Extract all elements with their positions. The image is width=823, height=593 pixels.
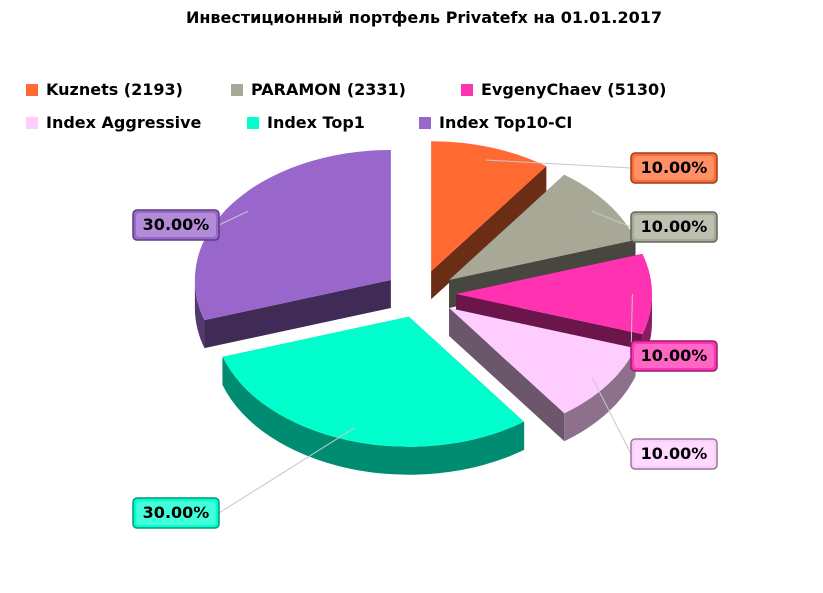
chart-title: Инвестиционный портфель Privatefx на 01.…: [186, 8, 662, 27]
data-label-paramon-2331: 10.00%: [591, 210, 718, 243]
data-label-index-top1: 30.00%: [132, 427, 355, 529]
svg-text:10.00%: 10.00%: [641, 158, 708, 177]
slice-index-aggressive: [449, 308, 636, 442]
data-label-index-aggressive: 10.00%: [591, 376, 718, 470]
legend-swatch-kuznets-2193: [26, 84, 38, 96]
legend-label-index-top10-ci: Index Top10-CI: [439, 113, 572, 132]
data-label-kuznets-2193: 10.00%: [485, 152, 718, 184]
legend-label-evgenychaev-5130: EvgenyChaev (5130): [481, 80, 666, 99]
legend-swatch-paramon-2331: [231, 84, 243, 96]
legend-label-index-top1: Index Top1: [267, 113, 365, 132]
legend-label-paramon-2331: PARAMON (2331): [251, 80, 406, 99]
slice-kuznets-2193: [431, 141, 547, 300]
svg-text:10.00%: 10.00%: [641, 444, 708, 463]
legend-label-index-aggressive: Index Aggressive: [46, 113, 202, 132]
legend: Kuznets (2193) PARAMON (2331) EvgenyChaev …: [26, 80, 666, 132]
legend-swatch-index-top1: [247, 117, 259, 129]
legend-swatch-index-aggressive: [26, 117, 38, 129]
legend-swatch-evgenychaev-5130: [461, 84, 473, 96]
svg-text:30.00%: 30.00%: [143, 215, 210, 234]
legend-label-kuznets-2193: Kuznets (2193): [46, 80, 183, 99]
pie-slices: [194, 141, 652, 475]
legend-swatch-index-top10-ci: [419, 117, 431, 129]
slice-index-top1: [222, 316, 525, 475]
data-label-evgenychaev-5130: 10.00%: [630, 293, 718, 372]
slice-index-top10-ci: [194, 149, 391, 349]
svg-text:10.00%: 10.00%: [641, 217, 708, 236]
data-labels: 10.00% 10.00% 10.00% 10.00% 30.00% 30.00%: [132, 152, 718, 529]
svg-text:30.00%: 30.00%: [143, 503, 210, 522]
svg-text:10.00%: 10.00%: [641, 346, 708, 365]
data-label-index-top10-ci: 30.00%: [132, 209, 249, 241]
